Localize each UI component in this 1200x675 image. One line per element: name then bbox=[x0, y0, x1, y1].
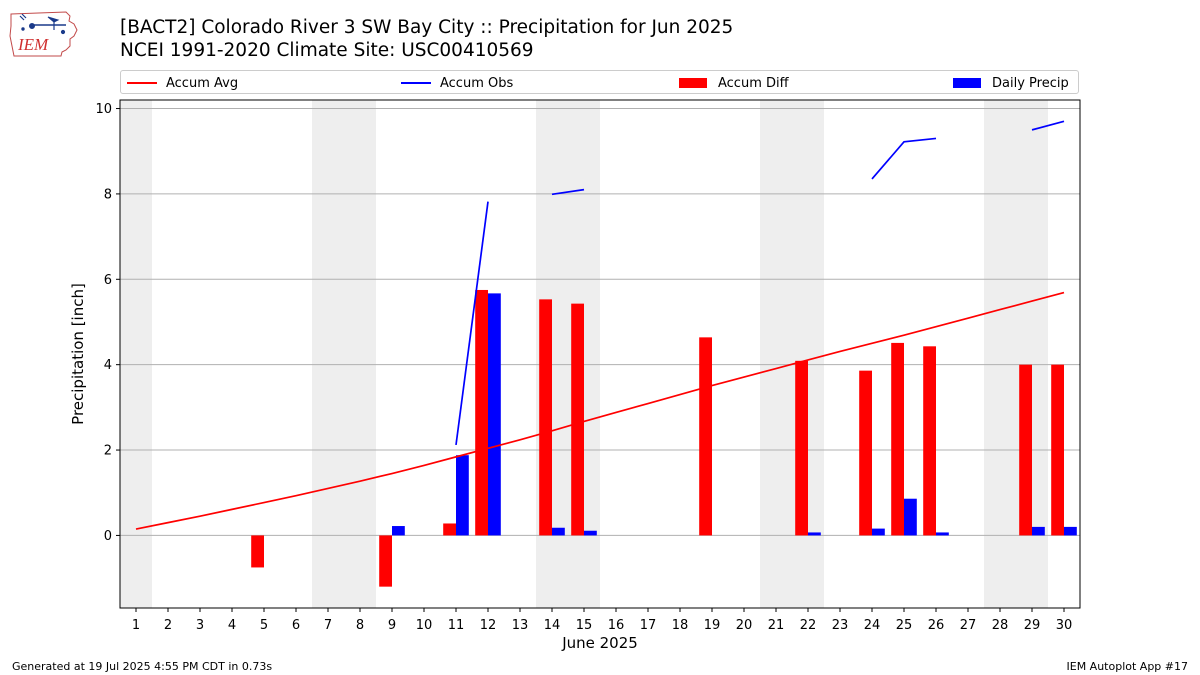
x-axis-label-text: June 2025 bbox=[562, 634, 638, 652]
bar-daily-precip bbox=[872, 528, 885, 536]
bar-accum-diff bbox=[443, 523, 456, 536]
y-tick-label: 10 bbox=[95, 102, 112, 117]
legend-swatch-daily-precip bbox=[953, 78, 981, 88]
bar-accum-diff bbox=[795, 360, 808, 536]
x-tick-label: 8 bbox=[356, 618, 364, 633]
bar-accum-diff bbox=[1051, 364, 1064, 536]
y-tick-label: 4 bbox=[104, 358, 112, 373]
x-tick-label: 14 bbox=[544, 618, 561, 633]
weather-station-icon bbox=[19, 13, 66, 35]
x-tick-label: 23 bbox=[832, 618, 849, 633]
line-accum-obs bbox=[455, 201, 489, 446]
plot-frame bbox=[119, 99, 1081, 609]
bar-accum-diff bbox=[891, 342, 904, 536]
bar-daily-precip bbox=[584, 530, 597, 536]
bar-daily-precip bbox=[392, 526, 405, 536]
x-tick-label: 11 bbox=[448, 618, 465, 633]
bar-daily-precip bbox=[936, 532, 949, 536]
x-tick-label: 20 bbox=[736, 618, 753, 633]
x-tick-label: 22 bbox=[800, 618, 817, 633]
bar-accum-diff bbox=[251, 535, 264, 568]
x-tick-label: 1 bbox=[132, 618, 140, 633]
x-axis-label: June 2025 bbox=[0, 634, 1200, 652]
chart-title: [BACT2] Colorado River 3 SW Bay City :: … bbox=[120, 17, 734, 38]
x-tick-label: 2 bbox=[164, 618, 172, 633]
x-tick-label: 18 bbox=[672, 618, 689, 633]
x-tick-label: 6 bbox=[292, 618, 300, 633]
bar-daily-precip bbox=[1032, 526, 1045, 536]
chart-subtitle: NCEI 1991-2020 Climate Site: USC00410569 bbox=[120, 40, 534, 61]
bar-accum-diff bbox=[923, 346, 936, 536]
legend-swatch-accum-avg bbox=[127, 82, 157, 84]
iowa-state-outline bbox=[9, 11, 78, 57]
x-tick-label: 9 bbox=[388, 618, 396, 633]
x-tick-label: 26 bbox=[928, 618, 945, 633]
bar-accum-diff bbox=[571, 303, 584, 536]
legend-label-daily-precip: Daily Precip bbox=[992, 75, 1069, 91]
app-credit: IEM Autoplot App #17 bbox=[1066, 660, 1189, 673]
bar-daily-precip bbox=[488, 293, 501, 536]
legend-item-accum-obs: Accum Obs bbox=[401, 74, 513, 92]
bar-daily-precip bbox=[552, 527, 565, 536]
weekend-band bbox=[344, 100, 376, 608]
x-tick-label: 12 bbox=[480, 618, 497, 633]
x-tick-label: 30 bbox=[1056, 618, 1073, 633]
legend-item-daily-precip: Daily Precip bbox=[953, 74, 1069, 92]
x-tick-label: 3 bbox=[196, 618, 204, 633]
x-tick-label: 24 bbox=[864, 618, 881, 633]
chart-legend: Accum Avg Accum Obs Accum Diff Daily Pre… bbox=[120, 70, 1079, 94]
legend-label-accum-obs: Accum Obs bbox=[440, 75, 514, 91]
x-tick-label: 16 bbox=[608, 618, 625, 633]
y-tick-label: 6 bbox=[104, 273, 112, 288]
bar-accum-diff bbox=[1019, 364, 1032, 536]
bar-accum-diff bbox=[699, 337, 712, 536]
iem-logo: IEM bbox=[9, 11, 78, 57]
legend-swatch-accum-obs bbox=[401, 82, 431, 84]
x-tick-label: 17 bbox=[640, 618, 657, 633]
legend-item-accum-diff: Accum Diff bbox=[679, 74, 789, 92]
bar-accum-diff bbox=[539, 299, 552, 536]
legend-item-accum-avg: Accum Avg bbox=[127, 74, 238, 92]
line-accum-obs bbox=[1031, 120, 1065, 131]
x-tick-label: 27 bbox=[960, 618, 977, 633]
bar-daily-precip bbox=[456, 455, 469, 536]
x-tick-label: 25 bbox=[896, 618, 913, 633]
bar-accum-diff bbox=[379, 535, 392, 587]
x-tick-label: 7 bbox=[324, 618, 332, 633]
weekend-band bbox=[984, 100, 1016, 608]
generated-timestamp: Generated at 19 Jul 2025 4:55 PM CDT in … bbox=[12, 660, 273, 673]
x-tick-label: 19 bbox=[704, 618, 721, 633]
bar-accum-diff bbox=[475, 289, 488, 536]
weekend-band bbox=[120, 100, 152, 608]
y-tick-label: 8 bbox=[104, 187, 112, 202]
x-tick-label: 29 bbox=[1024, 618, 1041, 633]
weekend-band bbox=[312, 100, 344, 608]
bar-daily-precip bbox=[1064, 526, 1077, 536]
y-tick-label: 0 bbox=[104, 529, 112, 544]
y-axis-label: Precipitation [inch] bbox=[69, 283, 87, 425]
y-tick-label: 2 bbox=[104, 444, 112, 459]
x-tick-label: 4 bbox=[228, 618, 236, 633]
x-tick-label: 15 bbox=[576, 618, 593, 633]
x-tick-label: 5 bbox=[260, 618, 268, 633]
legend-label-accum-diff: Accum Diff bbox=[718, 75, 789, 91]
logo-text: IEM bbox=[17, 35, 49, 54]
x-tick-label: 10 bbox=[416, 618, 433, 633]
bar-daily-precip bbox=[904, 498, 917, 536]
line-accum-obs bbox=[551, 188, 585, 196]
bar-daily-precip bbox=[808, 532, 821, 536]
bar-accum-diff bbox=[859, 370, 872, 536]
legend-label-accum-avg: Accum Avg bbox=[166, 75, 239, 91]
x-tick-label: 28 bbox=[992, 618, 1009, 633]
x-tick-label: 21 bbox=[768, 618, 785, 633]
x-tick-label: 13 bbox=[512, 618, 529, 633]
line-accum-avg bbox=[135, 291, 1065, 530]
line-accum-obs bbox=[871, 137, 937, 180]
weekend-band bbox=[760, 100, 792, 608]
legend-swatch-accum-diff bbox=[679, 78, 707, 88]
